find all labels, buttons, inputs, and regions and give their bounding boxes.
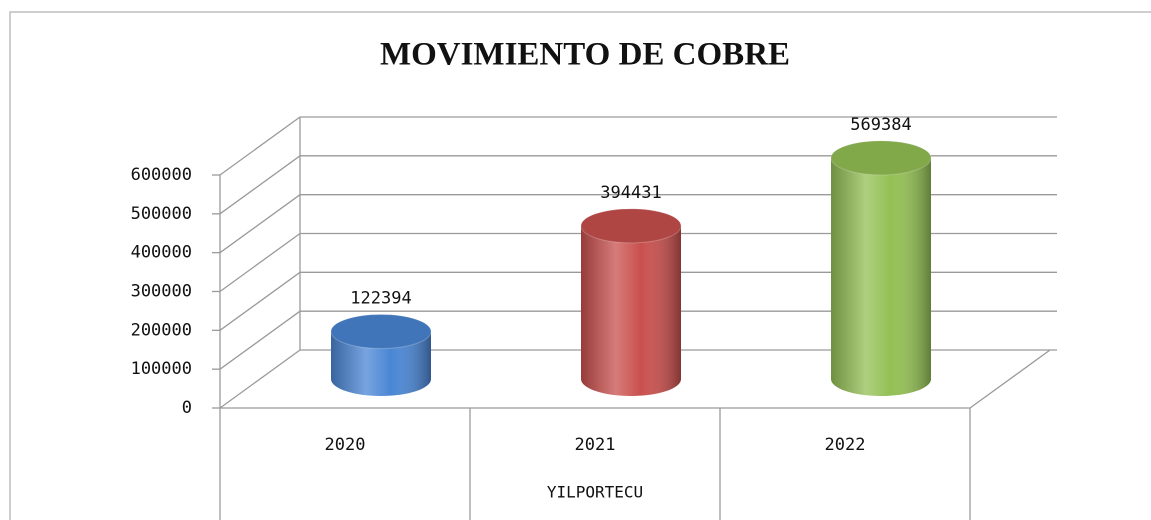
bar-top: [580, 208, 682, 244]
y-tick-label: 500000: [131, 204, 192, 224]
y-tick-label: 100000: [131, 359, 192, 379]
bar-top: [830, 140, 932, 176]
bar-top-shade: [331, 314, 431, 349]
data-label: 569384: [850, 115, 911, 135]
bar: [580, 208, 682, 396]
grid-line: [219, 155, 1057, 215]
y-tick-label: 0: [182, 398, 192, 418]
grid-line: [219, 310, 1057, 370]
chart-frame: [9, 11, 1151, 520]
bar-shade: [581, 225, 681, 396]
x-tick-label: 2020: [325, 435, 366, 455]
grid-line: [219, 116, 1057, 176]
bar-top: [330, 313, 432, 349]
bar-shade: [831, 157, 931, 396]
y-tick-label: 200000: [131, 320, 192, 340]
y-tick-label: 300000: [131, 282, 192, 302]
y-tick-label: 400000: [131, 243, 192, 263]
grid-line: [219, 232, 1057, 293]
bar: [330, 313, 432, 396]
chart-title: MOVIMIENTO DE COBRE: [380, 37, 790, 73]
data-label: 122394: [350, 288, 411, 308]
plot: 122394 394431 569384: [330, 115, 932, 396]
x-axis-label: YILPORTECU: [547, 483, 643, 502]
bar-shade: [331, 331, 431, 396]
grid-line: [219, 194, 1057, 254]
data-label: 394431: [600, 183, 661, 203]
bar-top-shade: [831, 140, 931, 175]
walls: 0 100000 200000 300000 400000 500000 600000 YIL…: [131, 116, 1057, 520]
grid-line: [219, 349, 1057, 409]
grid-line: [219, 271, 1057, 331]
y-tick-label: 600000: [131, 165, 192, 185]
x-tick-label: 2022: [825, 435, 866, 455]
bar: [830, 140, 932, 396]
x-tick-label: 2021: [575, 435, 616, 455]
bar-top-shade: [581, 208, 681, 243]
